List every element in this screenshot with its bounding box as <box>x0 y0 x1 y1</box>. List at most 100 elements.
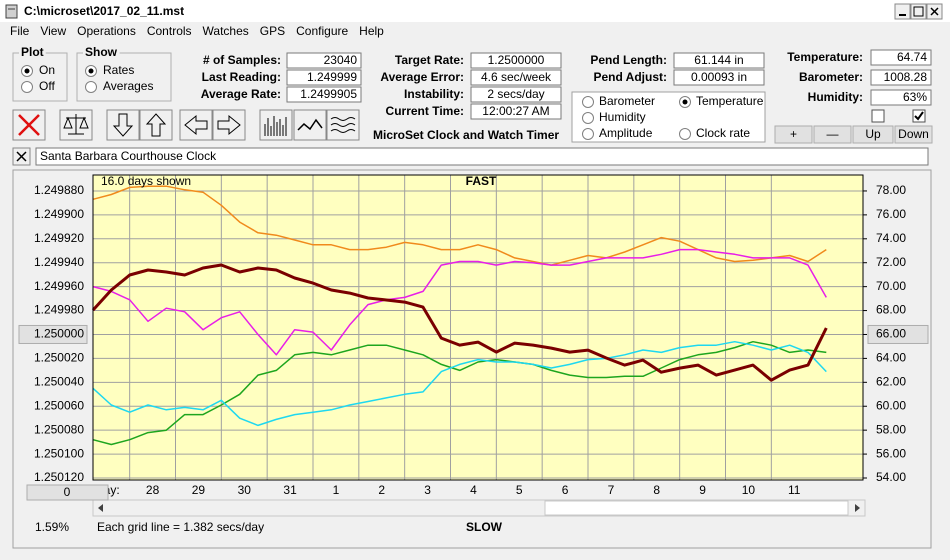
x-tick-label: 11 <box>788 483 801 497</box>
series-radio[interactable] <box>582 128 594 140</box>
adjust-button[interactable] <box>813 125 852 144</box>
x-tick-label: 5 <box>516 483 523 497</box>
radio[interactable] <box>85 81 97 93</box>
menu-item[interactable]: GPS <box>260 24 285 38</box>
scale-note: 1.59% <box>35 520 69 534</box>
group-title: Show <box>85 45 118 59</box>
offset-button[interactable] <box>26 484 109 501</box>
x-tick-label: 28 <box>146 483 160 497</box>
offset-button-label: 0 <box>64 485 71 499</box>
field-value: 1.249999 <box>307 70 357 84</box>
menu-item[interactable]: Operations <box>77 24 136 38</box>
menu-item[interactable]: File <box>10 24 30 38</box>
adjust-button[interactable] <box>894 125 933 144</box>
x-tick-label: 31 <box>283 483 297 497</box>
adjust-button-label: Up <box>865 127 881 141</box>
y-tick-button[interactable] <box>18 324 88 344</box>
down-button[interactable] <box>106 109 140 141</box>
x-tick-label: 2 <box>378 483 385 497</box>
x-tick-label: 7 <box>608 483 615 497</box>
y2-tick-label: 64.00 <box>876 351 906 365</box>
y-tick-label: 1.249920 <box>34 231 84 245</box>
field-value: 61.144 in <box>694 53 743 67</box>
x-tick-label: 30 <box>238 483 252 497</box>
field-box <box>673 69 765 86</box>
y2-tick-label: 72.00 <box>876 255 906 269</box>
y-tick-label: 1.250080 <box>34 422 84 436</box>
field-value: 23040 <box>324 53 358 67</box>
field-value: 12:00:27 AM <box>482 104 549 118</box>
field-box <box>870 89 932 106</box>
grid-layer <box>93 175 863 480</box>
fast-label: FAST <box>466 174 497 188</box>
menu-item[interactable]: Controls <box>147 24 192 38</box>
multi-graph-icon <box>330 117 356 133</box>
series-radio-dot <box>682 99 688 105</box>
x-tick-label: 29 <box>192 483 206 497</box>
y-tick-label: 1.250100 <box>34 446 84 460</box>
field-box <box>673 52 765 69</box>
field-value: 0.00093 in <box>691 70 747 84</box>
minimize-button[interactable] <box>894 3 911 20</box>
series-radio[interactable] <box>582 96 594 108</box>
y-tick-label: 1.250040 <box>34 374 84 388</box>
radio-dot <box>24 68 30 74</box>
y2-tick-button[interactable] <box>867 324 929 344</box>
y-tick-label: 1.250000 <box>34 327 84 341</box>
field-label: Current Time: <box>386 104 464 118</box>
field-value: 64.74 <box>897 50 927 64</box>
y-tick-label: 1.250120 <box>34 470 84 484</box>
up-button[interactable] <box>139 109 173 141</box>
field-box <box>286 52 362 69</box>
series-radio[interactable] <box>679 128 691 140</box>
checkbox[interactable] <box>871 109 885 123</box>
field-label: Pend Length: <box>590 53 667 67</box>
legend-label: Humidity <box>599 110 646 124</box>
field-label: Average Error: <box>380 70 464 84</box>
y2-tick-label: 58.00 <box>876 422 906 436</box>
group-title: Plot <box>21 45 44 59</box>
radio[interactable] <box>21 81 33 93</box>
radio-label: Averages <box>103 79 153 93</box>
field-value: 63% <box>903 90 927 104</box>
field-box <box>470 69 562 86</box>
field-box <box>470 52 562 69</box>
adjust-button[interactable] <box>774 125 813 144</box>
field-label: Target Rate: <box>395 53 464 67</box>
multi-graph-button[interactable] <box>326 109 360 141</box>
menu-item[interactable]: View <box>40 24 66 38</box>
y2-tick-label: 60.00 <box>876 398 906 412</box>
scrollbar-thumb[interactable] <box>544 500 849 516</box>
graph-button[interactable] <box>293 109 327 141</box>
adjust-button[interactable] <box>852 125 894 144</box>
y2-tick-label: 74.00 <box>876 231 906 245</box>
y-tick-label: 1.249940 <box>34 255 84 269</box>
window-title: C:\microset\2017_02_11.mst <box>24 4 184 18</box>
field-value: 1008.28 <box>884 70 928 84</box>
up-icon <box>145 113 167 137</box>
y2-tick-label: 62.00 <box>876 374 906 388</box>
series-line <box>92 248 827 356</box>
menu-item[interactable]: Watches <box>203 24 249 38</box>
grid-note: Each grid line = 1.382 secs/day <box>97 520 264 534</box>
series-line <box>92 340 827 427</box>
x-tick-label: 1 <box>333 483 340 497</box>
field-label: Average Rate: <box>201 87 281 101</box>
clock-name-field[interactable] <box>35 147 929 166</box>
field-box <box>470 86 562 103</box>
field-box <box>870 49 932 66</box>
y2-tick-label: 70.00 <box>876 279 906 293</box>
menu-item[interactable]: Configure <box>296 24 348 38</box>
maximize-button[interactable] <box>910 3 927 20</box>
field-box <box>870 69 932 86</box>
plot-area <box>92 174 864 481</box>
x-tick-label: 10 <box>742 483 756 497</box>
legend-label: Temperature <box>696 94 764 108</box>
series-line <box>92 185 827 266</box>
left-icon <box>184 114 208 136</box>
menu-item[interactable]: Help <box>359 24 384 38</box>
down-icon <box>112 113 134 137</box>
x-tick-label: 8 <box>653 483 660 497</box>
series-radio[interactable] <box>582 112 594 124</box>
